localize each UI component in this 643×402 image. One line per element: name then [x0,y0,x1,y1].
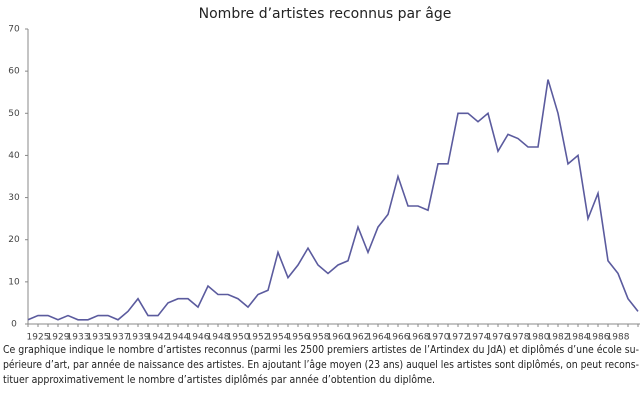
y-tick-label: 40 [8,151,20,161]
x-tick-label: 1972 [447,333,470,343]
caption-line: périeure d’art, par année de naissance d… [3,359,639,371]
x-tick-label: 1939 [127,333,150,343]
x-tick-label: 1929 [47,333,70,343]
y-tick-label: 0 [11,320,17,330]
x-tick-label: 1966 [387,333,410,343]
x-tick-label: 1956 [287,333,310,343]
y-tick-label: 70 [8,25,20,35]
x-tick-label: 1960 [327,333,350,343]
x-tick-label: 1933 [67,333,90,343]
x-tick-label: 1976 [487,333,510,343]
x-tick-label: 1968 [407,333,430,343]
x-tick-label: 1986 [587,333,610,343]
caption-line: Ce graphique indique le nombre d’artiste… [3,344,639,356]
y-tick-label: 20 [8,235,20,245]
x-tick-label: 1978 [507,333,530,343]
x-tick-label: 1944 [167,333,190,343]
data-line [27,79,639,321]
y-tick-label: 10 [8,277,20,287]
chart-title: Nombre d’artistes reconnus par âge [199,6,452,22]
x-tick-label: 1925 [27,333,50,343]
x-tick-label: 1950 [227,333,250,343]
y-tick-label: 60 [8,67,20,77]
x-tick-label: 1942 [147,333,170,343]
x-tick-label: 1958 [307,333,330,343]
caption-line: tituer approximativement le nombre d’art… [3,374,435,386]
x-tick-label: 1980 [527,333,550,343]
x-tick-label: 1962 [347,333,370,343]
x-tick-label: 1946 [187,333,210,343]
x-tick-label: 1984 [567,333,590,343]
x-tick-label: 1952 [247,333,270,343]
x-tick-label: 1974 [467,333,490,343]
y-tick-label: 30 [8,193,20,203]
y-tick-label: 50 [8,109,20,119]
x-tick-label: 1964 [367,333,390,343]
x-tick-label: 1982 [547,333,570,343]
x-tick-label: 1937 [107,333,130,343]
x-tick-label: 1935 [87,333,110,343]
x-tick-label: 1948 [207,333,230,343]
x-tick-label: 1988 [607,333,630,343]
x-tick-label: 1954 [267,333,290,343]
x-tick-label: 1970 [427,333,450,343]
